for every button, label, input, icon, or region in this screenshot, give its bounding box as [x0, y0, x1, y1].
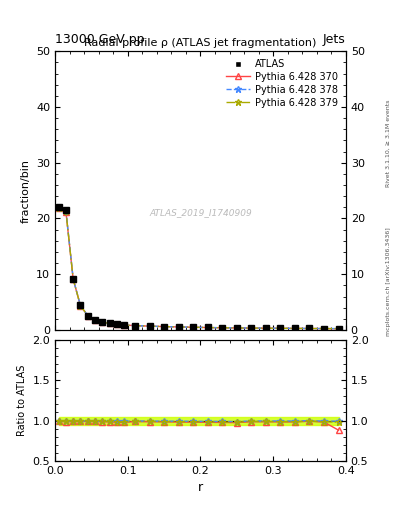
Y-axis label: fraction/bin: fraction/bin	[20, 159, 31, 223]
Title: Radial profile ρ (ATLAS jet fragmentation): Radial profile ρ (ATLAS jet fragmentatio…	[84, 38, 317, 48]
X-axis label: r: r	[198, 481, 203, 494]
Text: 13000 GeV pp: 13000 GeV pp	[55, 33, 145, 46]
Legend: ATLAS, Pythia 6.428 370, Pythia 6.428 378, Pythia 6.428 379: ATLAS, Pythia 6.428 370, Pythia 6.428 37…	[223, 56, 341, 111]
Text: Jets: Jets	[323, 33, 346, 46]
Y-axis label: Ratio to ATLAS: Ratio to ATLAS	[17, 365, 27, 436]
Text: Rivet 3.1.10, ≥ 3.1M events: Rivet 3.1.10, ≥ 3.1M events	[386, 100, 391, 187]
Text: mcplots.cern.ch [arXiv:1306.3436]: mcplots.cern.ch [arXiv:1306.3436]	[386, 227, 391, 336]
Text: ATLAS_2019_I1740909: ATLAS_2019_I1740909	[149, 208, 252, 218]
